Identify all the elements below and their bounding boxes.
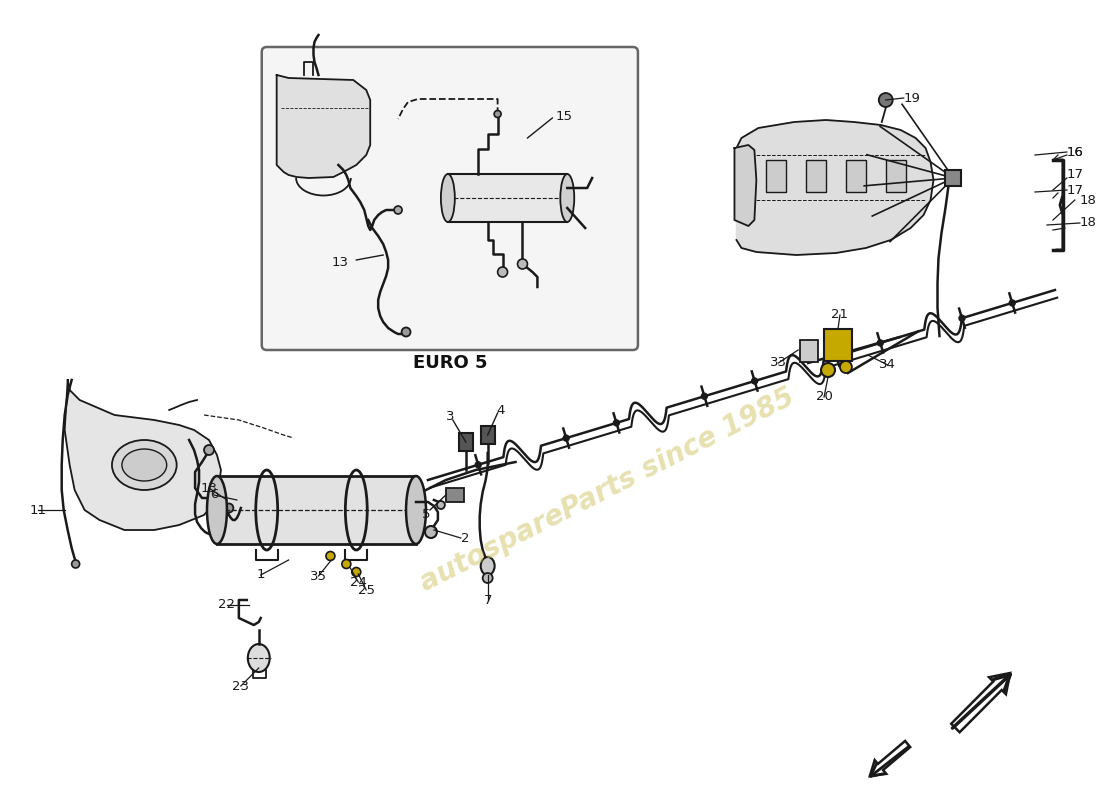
Text: 13: 13 [332,255,349,269]
Bar [886,160,905,192]
Text: 6: 6 [210,489,218,502]
Text: 25: 25 [358,583,375,597]
Text: 18: 18 [1080,217,1097,230]
Text: 18: 18 [1080,194,1097,206]
Circle shape [1009,300,1015,306]
Ellipse shape [248,644,270,672]
Circle shape [702,394,707,399]
Circle shape [517,259,528,269]
Bar [481,426,495,444]
Text: EURO 5: EURO 5 [412,354,487,372]
Circle shape [614,420,619,426]
Ellipse shape [224,503,233,513]
Ellipse shape [207,476,227,544]
Bar [217,476,416,544]
Text: autospareParts since 1985: autospareParts since 1985 [415,383,799,597]
Text: 1: 1 [256,569,265,582]
Text: 20: 20 [815,390,833,403]
Text: 24: 24 [350,575,366,589]
Ellipse shape [425,526,437,538]
Bar [767,160,786,192]
Text: 2: 2 [461,531,470,545]
Text: 33: 33 [770,357,786,370]
Ellipse shape [112,440,177,490]
Text: 22: 22 [219,598,235,611]
Polygon shape [737,120,934,255]
FancyArrowPatch shape [870,746,909,776]
Ellipse shape [560,174,574,222]
Ellipse shape [406,476,426,544]
Ellipse shape [402,327,410,337]
Text: 17: 17 [1067,183,1084,197]
Text: 35: 35 [310,570,327,582]
Bar [446,488,464,502]
Ellipse shape [204,445,214,455]
Circle shape [326,551,334,561]
Bar [800,340,818,362]
Ellipse shape [437,501,444,509]
Circle shape [563,435,569,441]
Text: 19: 19 [904,91,921,105]
Text: 16: 16 [1067,146,1084,158]
Text: 34: 34 [879,358,896,371]
Circle shape [879,93,893,107]
Ellipse shape [821,363,835,377]
Circle shape [947,172,959,184]
Bar [459,433,473,451]
Ellipse shape [494,110,502,118]
FancyArrowPatch shape [953,674,1010,728]
Text: 15: 15 [556,110,572,122]
FancyBboxPatch shape [262,47,638,350]
Ellipse shape [840,361,851,373]
Ellipse shape [483,573,493,583]
Text: 4: 4 [496,403,505,417]
Polygon shape [735,145,757,226]
Text: 13: 13 [200,482,218,494]
Ellipse shape [122,449,167,481]
Text: 17: 17 [1067,169,1084,182]
Bar [806,160,826,192]
Bar [448,174,568,222]
Circle shape [751,378,758,384]
Ellipse shape [441,174,454,222]
Circle shape [497,267,507,277]
Circle shape [834,354,839,359]
Text: 11: 11 [30,503,46,517]
FancyArrow shape [870,741,910,776]
Text: 5: 5 [421,509,430,522]
Bar [824,329,851,361]
Text: 7: 7 [483,594,492,606]
FancyArrow shape [952,673,1010,732]
Ellipse shape [394,206,403,214]
Circle shape [878,340,883,346]
Text: 16: 16 [1067,146,1084,158]
Bar [946,170,961,186]
Circle shape [342,559,351,569]
Bar [846,160,866,192]
Circle shape [352,567,361,577]
Text: 21: 21 [832,309,848,322]
Circle shape [475,462,481,468]
Polygon shape [277,75,371,178]
Polygon shape [65,380,221,530]
Text: 23: 23 [232,679,250,693]
Text: 3: 3 [446,410,454,422]
Circle shape [959,315,965,321]
Ellipse shape [481,557,495,575]
Ellipse shape [72,560,79,568]
